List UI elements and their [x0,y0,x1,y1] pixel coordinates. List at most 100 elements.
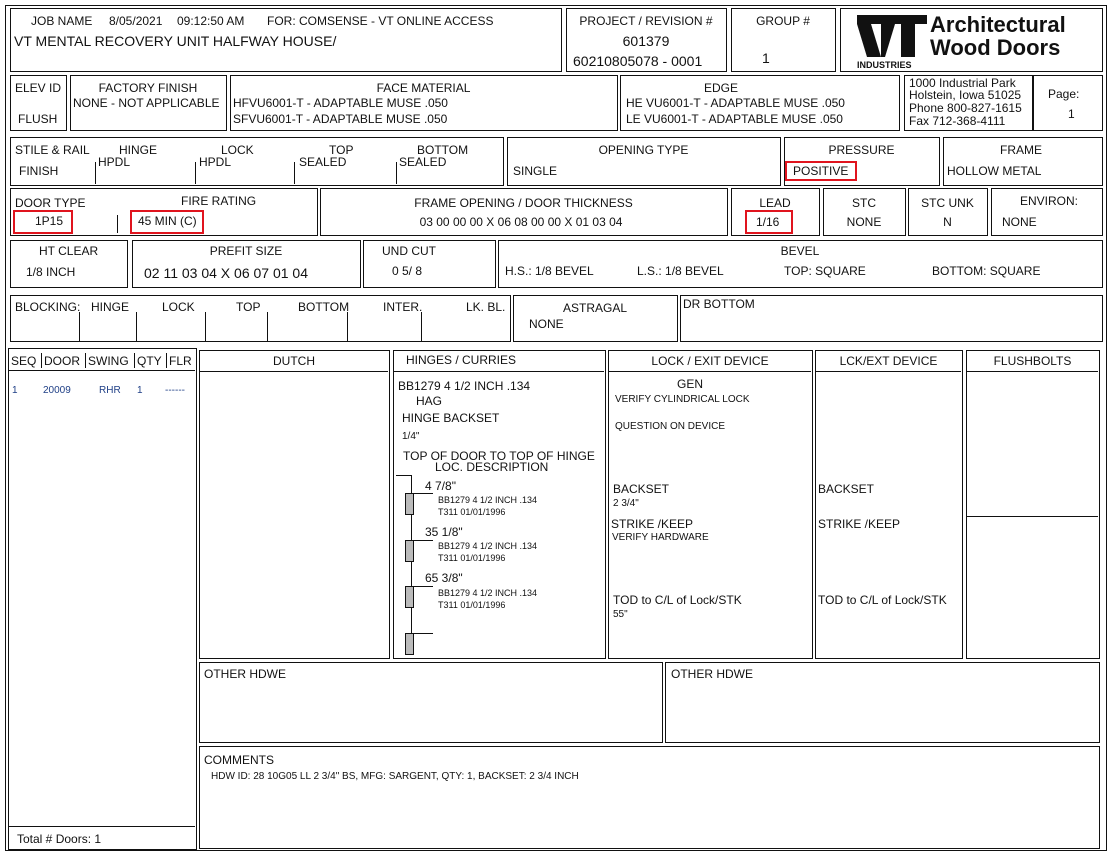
stile-bottom-label: BOTTOM [417,143,469,157]
logo-box: INDUSTRIES Architectural Wood Doors [840,8,1103,72]
lck-ext-strike-label: STRIKE /KEEP [818,517,901,531]
hinge-brand: HAG [416,394,443,408]
cell-qty: 1 [137,385,143,396]
ht-clear-value: 1/8 INCH [26,265,76,279]
hinge-icon [405,540,414,562]
lock-tod-label: TOD to C/L of Lock/STK [613,593,742,607]
hinge-backset-label: HINGE BACKSET [402,411,500,425]
fire-rating-value: 45 MIN (C) [138,214,197,228]
pressure-box: PRESSURE POSITIVE [784,137,940,186]
other-hdwe-label: OTHER HDWE [204,667,286,681]
hinge-loc-dist: 65 3/8" [425,571,463,585]
job-box: JOB NAME 8/05/2021 09:12:50 AM FOR: COMS… [10,8,562,72]
stc-value: NONE [846,215,882,229]
dr-bottom-label: DR BOTTOM [683,297,755,311]
page-box: Page: 1 [1033,75,1103,131]
door-list: SEQ DOOR SWING QTY FLR 1 20009 RHR 1 ---… [8,348,197,850]
opening-type-box: OPENING TYPE SINGLE [507,137,781,186]
address-box: 1000 Industrial Park Holstein, Iowa 5102… [904,75,1033,131]
project-revision: 60210805078 - 0001 [573,53,703,69]
project-box: PROJECT / REVISION # 601379 60210805078 … [566,8,727,72]
hinge-loc-desc: BB1279 4 1/2 INCH .134 [438,495,538,505]
stile-top-label: TOP [329,143,354,157]
edge-line2: LE VU6001-T - ADAPTABLE MUSE .050 [626,112,843,126]
cell-swing: RHR [99,385,121,396]
stc-unk-value: N [943,215,952,229]
comments-text: HDW ID: 28 10G05 LL 2 3/4" BS, MFG: SARG… [211,771,579,782]
stile-top-value: SEALED [299,155,347,169]
flushbolts-box: FLUSHBOLTS [966,350,1100,659]
face-material-box: FACE MATERIAL HFVU6001-T - ADAPTABLE MUS… [230,75,618,131]
stile-hinge-value: HPDL [98,155,131,169]
factory-finish-value: NONE - NOT APPLICABLE [73,96,220,110]
total-doors: Total # Doors: 1 [17,832,102,846]
lock-label: LOCK / EXIT DEVICE [651,354,769,368]
hinge-loc-code: T311 01/01/1996 [438,600,506,610]
col-swing: SWING [88,354,129,368]
stc-label: STC [852,196,876,210]
hinge-loc-desc: BB1279 4 1/2 INCH .134 [438,588,538,598]
cell-door: 20009 [43,385,71,396]
lock-note1: VERIFY CYLINDRICAL LOCK [615,394,750,405]
environ-value: NONE [1002,215,1037,229]
lock-backset: 2 3/4" [613,498,639,509]
stc-box: STC NONE [823,188,906,236]
comments-label: COMMENTS [204,753,274,767]
lock-box: LOCK / EXIT DEVICE GEN VERIFY CYLINDRICA… [608,350,813,659]
dutch-box: DUTCH [199,350,390,659]
lead-box: LEAD 1/16 [731,188,820,236]
hinge-model: BB1279 4 1/2 INCH .134 [398,379,531,393]
lead-label: LEAD [759,196,791,210]
hinge-icon [405,493,414,515]
fire-rating-label: FIRE RATING [181,194,257,208]
edge-label: EDGE [703,81,738,95]
door-type-label: DOOR TYPE [15,196,86,210]
stile-rail-box: STILE & RAIL FINISH HINGE HPDL LOCK HPDL… [10,137,504,186]
blocking-lk-bl: LK. BL. [466,300,506,314]
vt-logo-icon [857,15,927,57]
hinge-loc-code: T311 01/01/1996 [438,553,506,563]
project-number: 601379 [622,33,670,49]
hinges-box: HINGES / CURRIES BB1279 4 1/2 INCH .134 … [393,350,606,659]
col-flr: FLR [169,354,192,368]
dutch-label: DUTCH [273,354,315,368]
stile-bottom-value: SEALED [399,155,447,169]
door-type-box: DOOR TYPE 1P15 FIRE RATING 45 MIN (C) [10,188,318,236]
cell-seq: 1 [12,385,18,396]
group-box: GROUP # 1 [731,8,836,72]
stile-label2: FINISH [19,164,59,178]
other-hdwe-box-1: OTHER HDWE [199,662,663,743]
frame-value: HOLLOW METAL [947,164,1042,178]
frame-opening-label: FRAME OPENING / DOOR THICKNESS [414,196,633,210]
hinge-loc-code: T311 01/01/1996 [438,507,506,517]
blocking-inter: INTER. [383,300,423,314]
bevel-box: BEVEL H.S.: 1/8 BEVEL L.S.: 1/8 BEVEL TO… [498,240,1103,288]
blocking-label: BLOCKING: [15,300,81,314]
stc-unk-box: STC UNK N [908,188,988,236]
cell-flr: ------ [165,385,185,396]
environ-label: ENVIRON: [1020,194,1079,208]
lock-strike: VERIFY HARDWARE [612,532,709,543]
logo-line2: Wood Doors [930,35,1061,60]
blocking-lock: LOCK [162,300,195,314]
lock-brand: GEN [677,377,704,391]
lck-ext-box: LCK/EXT DEVICE BACKSET STRIKE /KEEP TOD … [815,350,963,659]
blocking-bottom: BOTTOM [298,300,350,314]
hinge-backset: 1/4" [402,431,420,442]
lead-highlight [745,210,793,234]
hinge-icon [405,586,414,608]
address-line: Holstein, Iowa 51025 [909,88,1022,102]
bevel-hs: H.S.: 1/8 BEVEL [505,264,594,278]
flushbolts-label: FLUSHBOLTS [993,354,1072,368]
page-label: Page: [1048,87,1080,101]
pressure-value: POSITIVE [793,164,849,178]
hinge-loc-dist: 4 7/8" [425,479,456,493]
blocking-box: BLOCKING: HINGE LOCK TOP BOTTOM INTER. L… [10,295,511,342]
frame-opening-value: 03 00 00 00 X 06 08 00 00 X 01 03 04 [419,215,623,229]
other-hdwe-box-2: OTHER HDWE [665,662,1100,743]
hinge-loc-desc: BB1279 4 1/2 INCH .134 [438,541,538,551]
bevel-label: BEVEL [780,244,820,258]
lck-ext-label: LCK/EXT DEVICE [839,354,938,368]
address-line: 1000 Industrial Park [909,76,1016,90]
job-name: VT MENTAL RECOVERY UNIT HALFWAY HOUSE/ [14,33,337,49]
